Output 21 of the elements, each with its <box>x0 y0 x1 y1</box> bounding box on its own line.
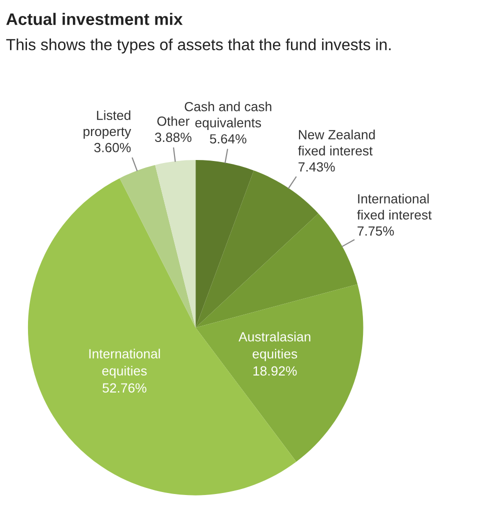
slice-label: Listed property <box>84 110 132 139</box>
data-label: 3.60% <box>94 142 131 152</box>
pie-slice <box>196 170 318 328</box>
chart-title: Actual investment mix <box>6 12 183 26</box>
data-label: 5.64% <box>210 134 246 144</box>
pie-slice <box>196 284 364 462</box>
pie-slice <box>196 160 254 328</box>
pie-slice <box>196 213 358 328</box>
data-label: 18.92% <box>253 366 297 376</box>
pie-slice <box>155 160 196 328</box>
data-label: 3.88% <box>154 132 192 142</box>
slice-label: Other <box>157 116 190 126</box>
data-label: 7.75% <box>358 226 394 236</box>
pie-slice <box>120 164 196 328</box>
data-label: 52.76% <box>102 383 146 393</box>
slice-label: Australasian equities <box>238 332 310 362</box>
slice-label: New Zealand fixed interest <box>298 130 375 156</box>
data-label: 7.43% <box>298 162 335 172</box>
slice-label: International equities <box>89 348 160 378</box>
slice-label: International fixed interest <box>357 194 432 220</box>
chart-subtitle: This shows the types of assets that the fund invests in. <box>6 38 391 54</box>
